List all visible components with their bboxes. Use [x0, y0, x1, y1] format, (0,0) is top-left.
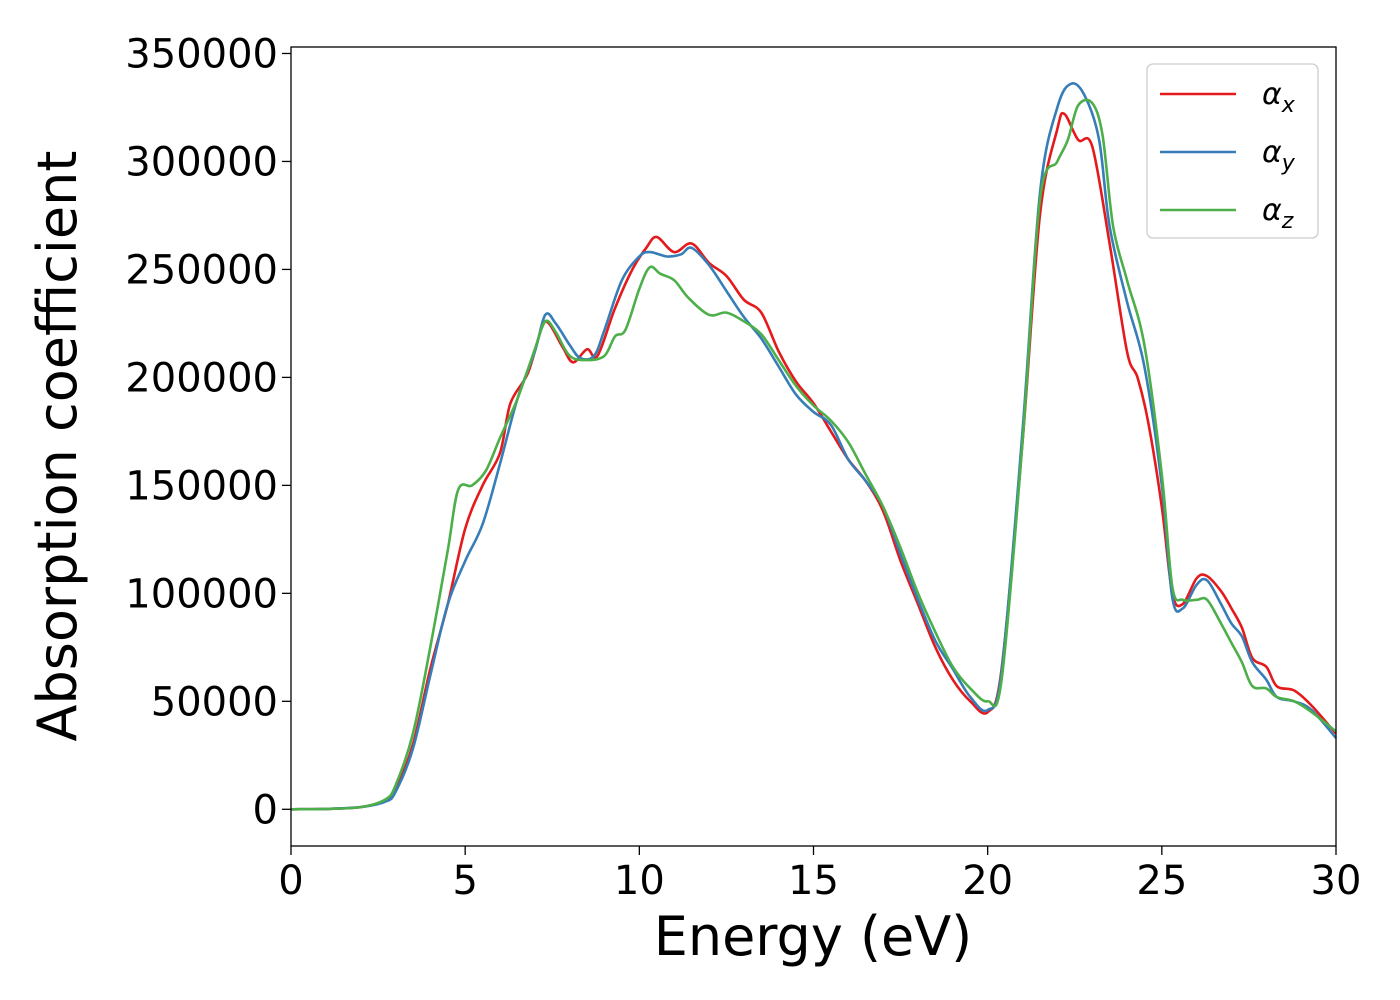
series-lines [290, 82, 1337, 811]
x-tick-label: 15 [788, 858, 839, 904]
x-tick-label: 10 [614, 858, 665, 904]
y-tick-label: 200000 [125, 355, 278, 401]
legend-label-x: αx [1262, 77, 1296, 118]
y-axis-label: Absorption coefficient [26, 151, 89, 742]
legend-label-y: αy [1262, 135, 1296, 176]
x-tick-label: 5 [452, 858, 477, 904]
y-tick-label: 0 [253, 787, 278, 833]
x-tick-label: 0 [278, 858, 303, 904]
y-tick-label: 50000 [151, 679, 278, 725]
x-axis-label: Energy (eV) [654, 905, 973, 968]
y-tick-label: 150000 [125, 463, 278, 509]
y-tick-label: 300000 [125, 139, 278, 185]
x-tick-label: 25 [1136, 858, 1187, 904]
y-tick-label: 250000 [125, 247, 278, 293]
x-tick-label: 20 [962, 858, 1013, 904]
y-tick-label: 100000 [125, 571, 278, 617]
series-line-z [290, 98, 1337, 811]
legend: αx αy αz [1146, 63, 1319, 239]
legend-label-z: αz [1262, 193, 1294, 234]
x-axis-ticks: 0 5 10 15 20 25 30 [278, 846, 1361, 904]
y-axis-ticks: 0 50000 100000 150000 200000 250000 300000 3500… [125, 31, 291, 833]
x-tick-label: 30 [1311, 858, 1362, 904]
y-tick-label: 350000 [125, 31, 278, 77]
